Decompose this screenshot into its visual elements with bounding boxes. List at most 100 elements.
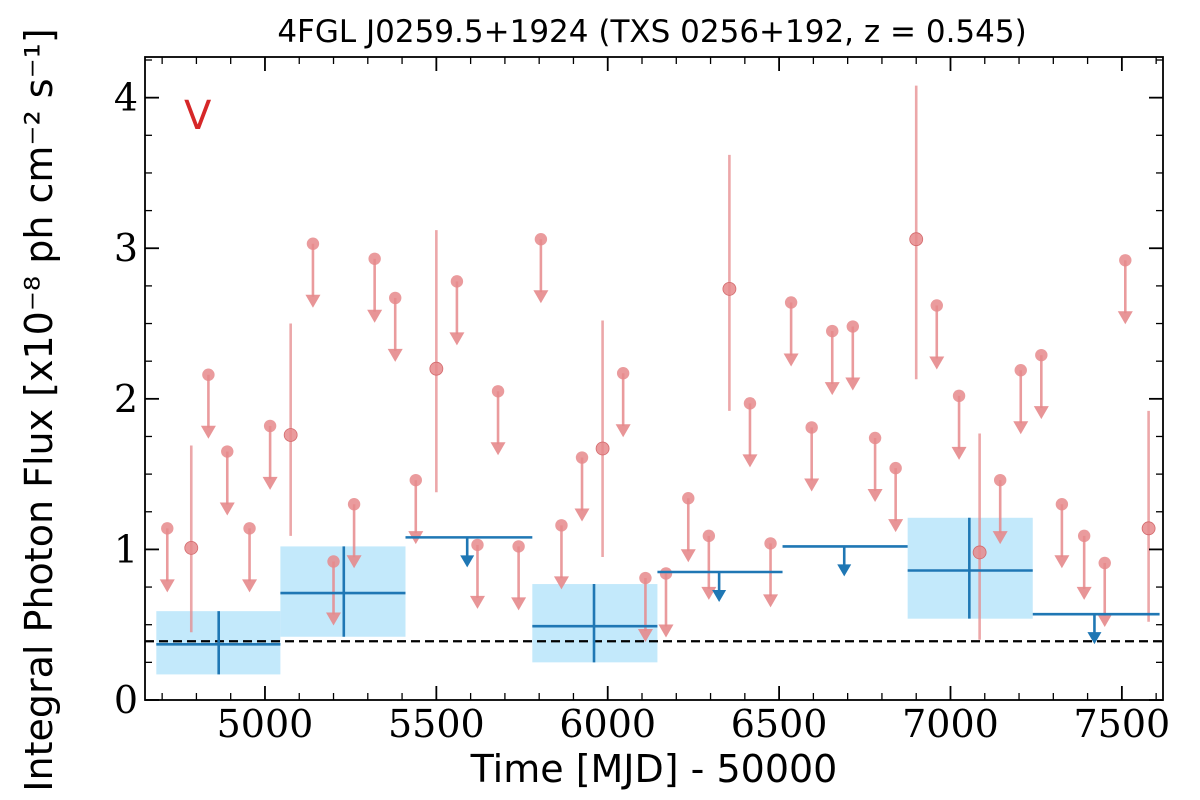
short-bin-upper-limit-arrow <box>637 629 653 643</box>
short-bin-upper-limit-point <box>702 529 716 543</box>
short-bin-markers <box>159 85 1156 643</box>
y-tick-label: 1 <box>114 527 138 571</box>
short-bin-upper-limit-point <box>1055 498 1069 511</box>
short-bin-upper-limit-arrow <box>1097 613 1113 627</box>
short-bin-upper-limit-point <box>784 296 798 309</box>
short-bin-upper-limit-arrow <box>1117 311 1133 325</box>
short-bin-upper-limit-arrow <box>159 579 175 593</box>
chart-title: 4FGL J0259.5+1924 (TXS 0256+192, z = 0.5… <box>277 14 1026 50</box>
short-bin-upper-limit-arrow <box>449 332 465 346</box>
long-bin-upper-limit-arrow <box>837 564 852 577</box>
short-bin-upper-limit-point <box>930 299 943 312</box>
short-bin-upper-limit-point <box>993 473 1007 487</box>
short-bin-upper-limit-arrow <box>533 290 549 304</box>
short-bin-point <box>909 232 924 247</box>
short-bin-upper-limit-arrow <box>490 442 506 456</box>
short-bin-upper-limit-point <box>616 367 630 380</box>
short-bin-upper-limit-arrow <box>387 348 403 362</box>
short-bin-upper-limit-point <box>161 522 174 535</box>
short-bin-upper-limit-arrow <box>888 519 904 533</box>
short-bin-upper-limit-arrow <box>469 595 485 609</box>
short-bin-upper-limit-point <box>534 233 548 246</box>
short-bin-upper-limit-arrow <box>783 353 799 367</box>
short-bin-upper-limit-arrow <box>615 424 631 438</box>
short-bin-upper-limit-point <box>555 519 568 532</box>
short-bin-upper-limit-arrow <box>951 446 967 460</box>
short-bin-upper-limit-arrow <box>367 309 383 323</box>
x-tick-label: 6500 <box>731 702 828 746</box>
y-tick-label: 2 <box>114 377 138 421</box>
short-bin-point <box>429 361 444 376</box>
short-bin-upper-limit-point <box>639 571 652 585</box>
y-axis-label: Integral Photon Flux [x10⁻⁸ ph cm⁻² s⁻¹] <box>17 28 61 791</box>
short-bin-upper-limit-point <box>471 538 484 552</box>
short-bin-upper-limit-point <box>659 567 673 580</box>
short-bin-upper-limit-arrow <box>511 597 527 611</box>
short-bin-upper-limit-arrow <box>1033 406 1049 420</box>
short-bin-upper-limit-point <box>263 419 277 433</box>
short-bin-upper-limit-point <box>743 397 757 410</box>
short-bin-upper-limit-arrow <box>845 377 861 391</box>
short-bin-upper-limit-arrow <box>242 579 258 593</box>
short-bin-upper-limit-point <box>347 498 361 511</box>
x-tick-label: 5500 <box>388 702 485 746</box>
short-bin-upper-limit-point <box>1014 364 1027 377</box>
short-bin-upper-limit-arrow <box>804 478 820 492</box>
short-bin-upper-limit-arrow <box>867 488 883 502</box>
short-bin-upper-limit-arrow <box>346 555 362 569</box>
short-bin-upper-limit-arrow <box>262 476 278 490</box>
short-bin-upper-limit-point <box>805 421 818 434</box>
short-bin-upper-limit-arrow <box>992 531 1008 545</box>
plot-frame <box>144 56 1164 701</box>
y-tick-label: 3 <box>114 226 138 270</box>
x-tick-label: 6000 <box>559 702 656 746</box>
short-bin-upper-limit-point <box>450 275 464 288</box>
short-bin-upper-limit-arrow <box>219 502 235 516</box>
long-bin-markers <box>156 517 1160 675</box>
short-bin-upper-limit-arrow <box>929 356 945 370</box>
short-bin-upper-limit-arrow <box>680 549 696 563</box>
short-bin-point <box>595 441 610 456</box>
short-bin-upper-limit-point <box>826 324 839 338</box>
short-bin-upper-limit-point <box>1119 254 1132 267</box>
short-bin-upper-limit-point <box>389 291 402 305</box>
short-bin-point <box>184 541 199 555</box>
plot-axes <box>144 56 1164 701</box>
short-bin-upper-limit-arrow <box>305 294 321 308</box>
short-bin-point <box>722 282 737 296</box>
short-bin-upper-limit-arrow <box>1013 421 1029 435</box>
long-bin-upper-limit-arrow <box>1087 632 1102 645</box>
short-bin-upper-limit-point <box>327 555 340 568</box>
short-bin-upper-limit-point <box>575 451 589 464</box>
short-bin-upper-limit-arrow <box>200 425 216 439</box>
short-bin-upper-limit-point <box>491 385 505 398</box>
y-tick-label: 0 <box>114 678 138 722</box>
short-bin-upper-limit-point <box>682 492 695 505</box>
x-tick-label: 5000 <box>217 702 314 746</box>
panel-label: V <box>184 93 212 139</box>
short-bin-upper-limit-point <box>1098 556 1111 570</box>
short-bin-point <box>972 545 987 560</box>
short-bin-upper-limit-arrow <box>1076 586 1092 600</box>
short-bin-upper-limit-point <box>868 431 882 445</box>
y-tick-label: 4 <box>114 76 138 120</box>
x-tick-label: 7000 <box>902 702 999 746</box>
short-bin-upper-limit-point <box>202 368 215 381</box>
x-axis-label: Time [MJD] - 50000 <box>470 747 838 791</box>
short-bin-point <box>1141 521 1156 536</box>
short-bin-upper-limit-arrow <box>763 594 779 608</box>
short-bin-upper-limit-arrow <box>326 612 342 626</box>
short-bin-upper-limit-point <box>846 320 860 333</box>
short-bin-upper-limit-arrow <box>1054 555 1070 569</box>
short-bin-upper-limit-arrow <box>658 624 674 638</box>
short-bin-upper-limit-arrow <box>574 508 590 522</box>
short-bin-upper-limit-arrow <box>553 576 569 590</box>
short-bin-upper-limit-point <box>1077 529 1091 543</box>
short-bin-upper-limit-point <box>1035 348 1048 362</box>
short-bin-upper-limit-point <box>952 389 966 403</box>
short-bin-upper-limit-point <box>409 473 422 487</box>
short-bin-upper-limit-point <box>889 461 902 475</box>
short-bin-upper-limit-point <box>221 445 234 458</box>
short-bin-upper-limit-arrow <box>824 382 840 396</box>
